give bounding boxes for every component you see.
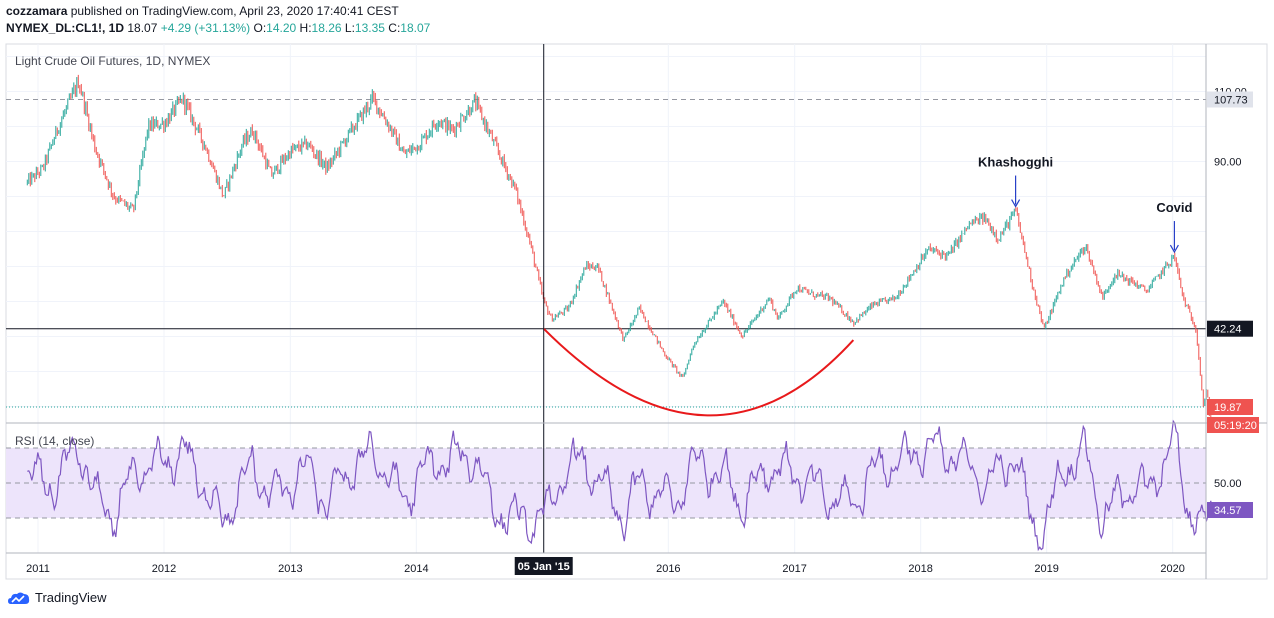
time-axis-ticks: 2011 2012 2013 2014 05 Jan '15 2016 2017 2018 20…: [26, 557, 1185, 575]
time-tick-label: 2019: [1034, 563, 1058, 575]
crosshair-price-tag: 42.24: [1214, 324, 1242, 336]
price-axis-labels: 107.73 42.24 19.87 05:19:20: [1207, 91, 1259, 433]
time-tick-label: 2014: [404, 563, 428, 575]
price-horizontal-lines: [6, 98, 1206, 408]
rsi-mid-label: 50.00: [1214, 478, 1242, 490]
high-value: 18.26: [311, 21, 342, 35]
countdown-tag: 05:19:20: [1214, 420, 1257, 432]
open-label: O:: [253, 21, 267, 35]
max-price-tag-bg: [1207, 91, 1253, 108]
crosshair-price-tag-bg: [1207, 320, 1253, 337]
publish-info: cozzamara published on TradingView.com, …: [6, 4, 399, 18]
annotation-arrow-head: [1169, 244, 1179, 254]
rsi-pane-title: RSI (14, close): [15, 434, 94, 448]
tradingview-logo[interactable]: TradingView: [8, 590, 107, 605]
candles: [26, 74, 1212, 428]
annotation-label: Covid: [1156, 200, 1192, 215]
rsi-guides: [6, 447, 1206, 519]
price-tick-label: 90.00: [1214, 157, 1242, 169]
rsi-series: [27, 419, 1213, 552]
ohlc-bar: NYMEX_DL:CL1!, 1D 18.07 +4.29 (+31.13%) …: [6, 21, 430, 35]
last-price-tag: 19.87: [1214, 402, 1242, 414]
rsi-value-tag-bg: [1207, 502, 1253, 519]
symbol-label[interactable]: NYMEX_DL:CL1!, 1D: [6, 21, 125, 35]
rsi-value-tag: 34.57: [1214, 505, 1242, 517]
time-tick-label: 2017: [782, 563, 806, 575]
time-tick-label: 2013: [278, 563, 302, 575]
close-label: C:: [388, 21, 401, 35]
time-tick-label: 2012: [152, 563, 176, 575]
rsi-line: [27, 419, 1213, 552]
last-price-tag-bg: [1207, 399, 1253, 415]
close-value: 18.07: [400, 21, 431, 35]
low-label: L:: [344, 21, 355, 35]
time-tick-label: 2011: [26, 563, 50, 575]
max-price-tag: 107.73: [1214, 94, 1248, 106]
change-value: +4.29 (+31.13%): [160, 21, 251, 35]
chart-frame: [5, 43, 1268, 580]
time-tick-label: 2018: [908, 563, 932, 575]
author-name[interactable]: cozzamara: [6, 4, 68, 18]
time-tick-label: 2020: [1160, 563, 1184, 575]
last-price: 18.07: [127, 21, 158, 35]
published-text: published on TradingView.com, April 23, …: [70, 4, 399, 18]
cloud-icon: [8, 592, 30, 604]
tradingview-brand-text: TradingView: [35, 590, 107, 605]
open-value: 14.20: [266, 21, 297, 35]
rsi-axis-labels: 50.00 34.57: [1207, 478, 1253, 519]
countdown-tag-bg: [1207, 417, 1259, 433]
high-label: H:: [299, 21, 312, 35]
low-value: 13.35: [354, 21, 385, 35]
annotations: Khashogghi Covid: [978, 155, 1193, 254]
crosshair-time-tag-bg: [514, 557, 573, 575]
annotation-label: Khashogghi: [978, 155, 1053, 170]
price-pane-title: Light Crude Oil Futures, 1D, NYMEX: [15, 54, 210, 68]
annotation-arrow-head: [1011, 199, 1021, 208]
time-tick-label: 2016: [656, 563, 680, 575]
crosshair-time-tag: 05 Jan '15: [518, 561, 570, 573]
rounded-bottom-arc: [543, 327, 855, 417]
